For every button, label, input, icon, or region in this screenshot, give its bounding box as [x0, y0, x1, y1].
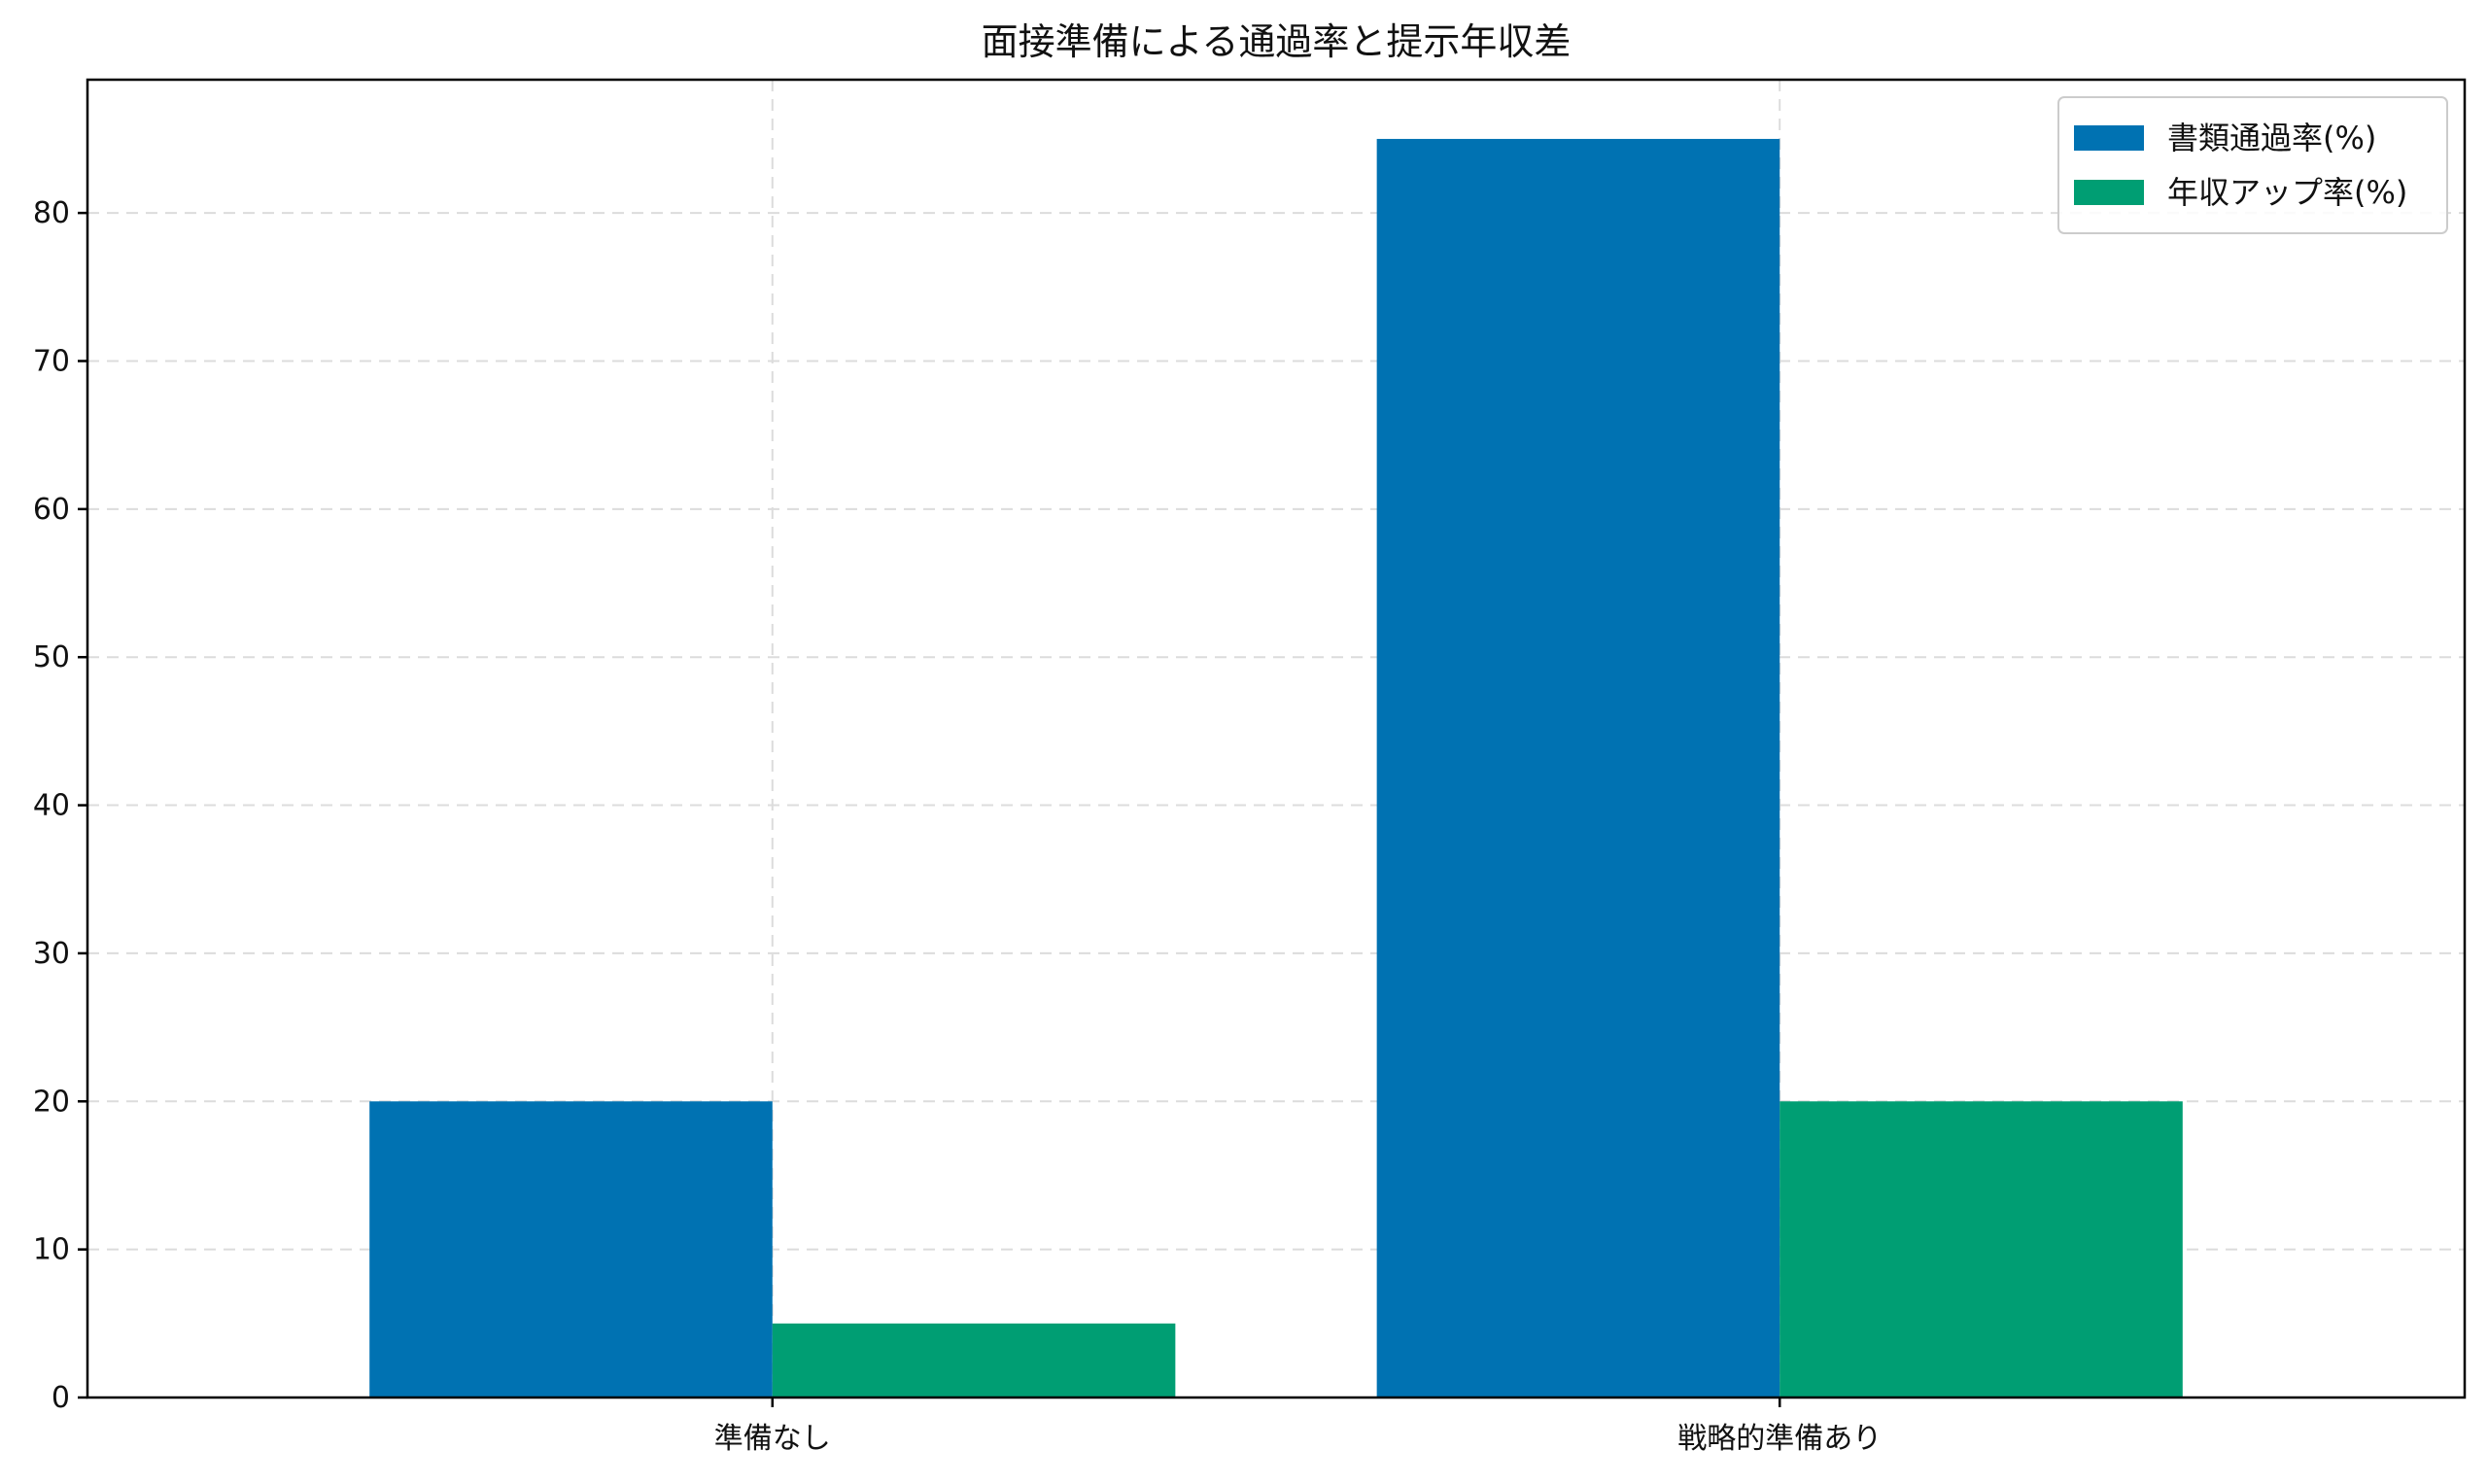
y-tick-label-8: 80 [33, 196, 70, 230]
legend-box [2057, 96, 2448, 234]
x-tick-label-1: 戦略的準備あり [1677, 1422, 1882, 1456]
axes: 0 10 20 30 40 50 60 70 80 準備なし 戦略的準備あり [33, 78, 2467, 1456]
plot-frame [86, 78, 2467, 1399]
bar-series0-cat1 [1376, 138, 1780, 1398]
bars [369, 138, 2183, 1398]
legend-label-0: 書類通過率(%) [2167, 120, 2376, 156]
y-tick-label-3: 30 [33, 937, 70, 971]
bar-series1-cat1 [1780, 1101, 2183, 1398]
y-tick-label-0: 0 [52, 1381, 70, 1415]
bar-series1-cat0 [772, 1323, 1176, 1398]
chart-title: 面接準備による通過率と提示年収差 [982, 20, 1572, 63]
y-tick-label-6: 60 [33, 493, 70, 527]
y-tick-label-4: 40 [33, 789, 70, 823]
y-tick-label-5: 50 [33, 640, 70, 674]
legend-swatch-1 [2074, 180, 2144, 205]
bar-series0-cat0 [369, 1101, 773, 1398]
legend-swatch-0 [2074, 125, 2144, 151]
legend-label-1: 年収アップ率(%) [2167, 174, 2407, 211]
y-tick-label-1: 10 [33, 1233, 70, 1267]
x-tick-label-0: 準備なし [714, 1422, 831, 1456]
y-tick-label-7: 70 [33, 344, 70, 378]
y-tick-label-2: 20 [33, 1085, 70, 1119]
legend: 書類通過率(%) 年収アップ率(%) [2057, 96, 2448, 234]
